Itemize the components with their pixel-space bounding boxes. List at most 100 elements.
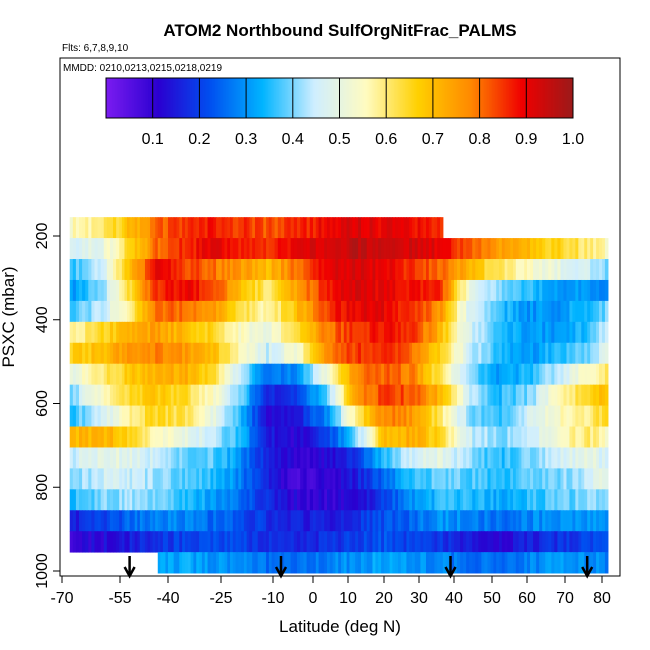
heatmap-cell bbox=[176, 489, 180, 511]
colorbar-segment bbox=[148, 78, 151, 118]
heatmap-cell bbox=[306, 384, 311, 406]
heatmap-cell bbox=[572, 363, 576, 386]
heatmap-cell bbox=[139, 363, 143, 386]
heatmap-cell bbox=[260, 342, 264, 365]
colorbar-segment bbox=[278, 78, 281, 118]
heatmap-cell bbox=[147, 300, 151, 323]
heatmap-cell bbox=[381, 217, 385, 239]
heatmap-cell bbox=[182, 489, 186, 511]
colorbar-segment bbox=[264, 78, 267, 118]
heatmap-cell bbox=[454, 363, 458, 386]
heatmap-cell bbox=[536, 363, 540, 386]
heatmap-cell bbox=[375, 531, 379, 553]
heatmap-cell bbox=[563, 300, 568, 323]
x-tick-label: 60 bbox=[518, 590, 536, 607]
heatmap-cell bbox=[521, 279, 525, 302]
heatmap-cell bbox=[481, 384, 485, 406]
heatmap-cell bbox=[309, 552, 314, 574]
heatmap-cell bbox=[235, 238, 239, 260]
heatmap-cell bbox=[213, 238, 217, 260]
heatmap-cell bbox=[266, 552, 270, 574]
heatmap-cell bbox=[321, 217, 325, 239]
heatmap-cell bbox=[366, 447, 371, 469]
heatmap-cell bbox=[246, 552, 251, 574]
heatmap-cell bbox=[75, 279, 80, 302]
heatmap-cell bbox=[569, 384, 573, 406]
heatmap-cell bbox=[252, 552, 256, 574]
colorbar-segment bbox=[359, 78, 362, 118]
heatmap-cell bbox=[144, 363, 149, 386]
colorbar-segment bbox=[414, 78, 417, 118]
heatmap-cell bbox=[478, 279, 482, 302]
heatmap-cell bbox=[575, 259, 579, 281]
heatmap-cell bbox=[113, 363, 117, 386]
heatmap-cell bbox=[113, 321, 117, 344]
heatmap-cell bbox=[103, 217, 108, 239]
heatmap-cell bbox=[548, 405, 552, 427]
heatmap-cell bbox=[384, 510, 388, 532]
heatmap-cell bbox=[82, 363, 86, 386]
heatmap-cell bbox=[179, 405, 183, 427]
heatmap-cell bbox=[324, 217, 328, 239]
heatmap-cell bbox=[440, 217, 444, 239]
colorbar-segment bbox=[129, 78, 132, 118]
heatmap-cell bbox=[142, 468, 146, 490]
heatmap-cell bbox=[313, 552, 317, 574]
colorbar-tick-label: 0.3 bbox=[235, 131, 257, 148]
heatmap-cell bbox=[542, 384, 546, 406]
heatmap-cell bbox=[249, 217, 253, 239]
heatmap-cell bbox=[127, 468, 131, 490]
heatmap-cell bbox=[420, 510, 424, 532]
heatmap-cell bbox=[213, 489, 217, 511]
heatmap-cell bbox=[221, 552, 226, 574]
heatmap-cell bbox=[493, 489, 497, 511]
heatmap-cell bbox=[493, 552, 497, 574]
heatmap-cell bbox=[346, 363, 351, 386]
heatmap-cell bbox=[252, 363, 256, 386]
heatmap-cell bbox=[179, 321, 183, 344]
heatmap-cell bbox=[252, 342, 256, 365]
heatmap-cell bbox=[563, 342, 568, 365]
heatmap-cell bbox=[249, 384, 253, 406]
heatmap-cell bbox=[366, 405, 371, 427]
heatmap-cell bbox=[406, 363, 410, 386]
heatmap-cell bbox=[403, 384, 407, 406]
colorbar-segment bbox=[464, 78, 467, 118]
colorbar-segment bbox=[204, 78, 207, 118]
colorbar-segment bbox=[191, 78, 194, 118]
heatmap-cell bbox=[466, 510, 470, 532]
heatmap-cell bbox=[501, 468, 506, 490]
heatmap-cell bbox=[469, 238, 473, 260]
heatmap-cell bbox=[318, 342, 322, 365]
heatmap-cell bbox=[165, 279, 169, 302]
heatmap-cell bbox=[409, 279, 413, 302]
heatmap-cell bbox=[437, 259, 441, 281]
heatmap-cell bbox=[246, 384, 251, 406]
heatmap-cell bbox=[478, 405, 482, 427]
heatmap-cell bbox=[103, 342, 108, 365]
heatmap-cell bbox=[293, 552, 298, 574]
heatmap-cell bbox=[599, 300, 603, 323]
heatmap-cell bbox=[306, 363, 311, 386]
heatmap-cell bbox=[271, 447, 276, 469]
colorbar-segment bbox=[451, 78, 454, 118]
heatmap-cell bbox=[440, 510, 444, 532]
heatmap-cell bbox=[132, 300, 136, 323]
heatmap-cell bbox=[230, 468, 234, 490]
colorbar-segment bbox=[168, 78, 171, 118]
heatmap-cell bbox=[235, 384, 239, 406]
heatmap-cell bbox=[593, 552, 597, 574]
heatmap-cell bbox=[557, 384, 562, 406]
heatmap-cell bbox=[284, 489, 288, 511]
heatmap-cell bbox=[165, 447, 169, 469]
heatmap-cell bbox=[389, 259, 393, 281]
heatmap-cell bbox=[372, 279, 376, 302]
heatmap-cell bbox=[165, 405, 169, 427]
heatmap-cell bbox=[127, 531, 131, 553]
heatmap-cell bbox=[557, 531, 562, 553]
colorbar-segment bbox=[247, 78, 250, 118]
heatmap-cell bbox=[216, 531, 220, 553]
heatmap-cell bbox=[481, 238, 485, 260]
heatmap-cell bbox=[249, 238, 253, 260]
heatmap-cell bbox=[366, 300, 371, 323]
